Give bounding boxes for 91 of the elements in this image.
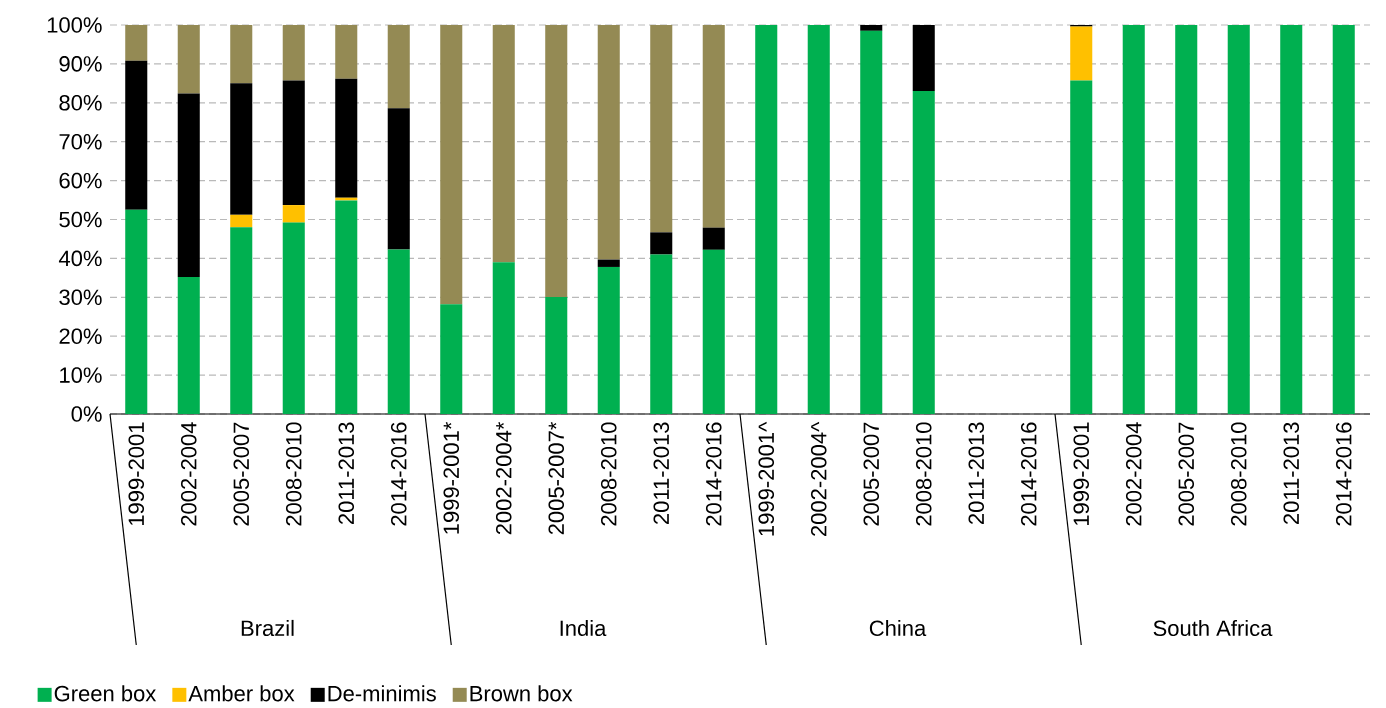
bar <box>1122 24 1145 414</box>
bar <box>1070 26 1093 81</box>
x-tick-label: 2002-2004* <box>495 421 512 535</box>
y-tick-label: 0% <box>71 406 102 422</box>
y-tick-label: 30% <box>59 289 102 306</box>
x-tick-label: 2008-2010 <box>915 422 932 526</box>
bar <box>282 24 305 81</box>
x-tick-label: 2014-2016 <box>1020 422 1037 526</box>
y-tick-label: 50% <box>59 211 102 228</box>
bar <box>282 80 305 206</box>
bar <box>860 24 883 31</box>
legend-label: Green box <box>54 685 157 702</box>
legend-label: Brown box <box>470 685 573 702</box>
y-tick-label: 10% <box>60 367 102 383</box>
bar <box>125 60 148 210</box>
text: Brazil <box>241 619 294 637</box>
bar <box>1070 80 1093 414</box>
bar <box>912 91 935 414</box>
x-tick-label: 2002-2004 <box>1125 422 1142 526</box>
x-tick-label: 1999-2001^ <box>758 421 775 536</box>
bar <box>597 259 620 267</box>
y-tick-label: 40% <box>58 250 102 267</box>
bar <box>650 24 673 233</box>
bar <box>650 232 673 255</box>
bar <box>230 227 253 414</box>
bar <box>545 24 568 297</box>
x-tick-label: 2002-2004 <box>180 422 197 526</box>
text: South Africa <box>1153 619 1273 637</box>
bar <box>387 108 410 250</box>
x-tick-label: 2008-2010 <box>1230 422 1247 526</box>
bar <box>230 24 253 84</box>
x-tick-label: 2011-2013 <box>338 422 355 524</box>
x-tick-label: 1999-2001* <box>443 421 460 534</box>
x-tick-label: 2005-2007 <box>1178 422 1195 526</box>
x-tick-label: 2014-2016 <box>705 422 722 526</box>
bar <box>1227 24 1250 414</box>
bar <box>125 209 148 414</box>
bar <box>230 83 253 215</box>
x-tick-label: 2011-2013 <box>968 422 985 524</box>
bar <box>912 24 935 92</box>
x-tick-label: 2002-2004^ <box>810 421 827 536</box>
x-tick-label: 2011-2013 <box>1283 422 1300 524</box>
x-tick-label: 2005-2007 <box>863 422 880 526</box>
bar <box>492 24 515 263</box>
bar <box>702 24 725 228</box>
text: China <box>869 619 927 637</box>
bar <box>335 200 358 414</box>
y-tick-label: 100% <box>47 17 102 33</box>
bar <box>702 227 725 250</box>
bar <box>597 266 620 414</box>
bar <box>282 222 305 414</box>
bar <box>807 24 830 414</box>
bar <box>335 78 358 198</box>
bar <box>177 24 200 94</box>
bar <box>650 254 673 414</box>
y-tick-label: 20% <box>59 328 102 344</box>
bar <box>440 304 463 414</box>
bar <box>335 24 358 79</box>
x-tick-label: 2008-2010 <box>285 422 302 526</box>
y-tick-label: 70% <box>59 133 102 150</box>
x-tick-label: 2008-2010 <box>600 422 617 526</box>
x-tick-label: 2014-2016 <box>390 422 407 526</box>
bar <box>597 24 620 260</box>
x-tick-label: 1999-2001 <box>1073 422 1090 526</box>
bar <box>1332 24 1355 414</box>
text: India <box>560 619 607 637</box>
bar <box>1175 24 1198 414</box>
bar <box>177 277 200 414</box>
bar <box>177 93 200 278</box>
bar <box>440 24 463 305</box>
x-tick-label: 2014-2016 <box>1335 422 1352 526</box>
y-tick-label: 90% <box>59 56 102 72</box>
bar <box>125 24 148 61</box>
y-tick-label: 60% <box>59 172 102 189</box>
bar <box>1280 24 1303 414</box>
bar <box>230 214 253 228</box>
legend-label: Amber box <box>188 685 295 702</box>
x-tick-label: 2005-2007* <box>548 421 565 535</box>
bar <box>860 30 883 414</box>
x-tick-label: 1999-2001 <box>128 422 145 526</box>
bar <box>755 24 778 414</box>
bar <box>387 249 410 414</box>
bar <box>702 249 725 414</box>
x-tick-label: 2005-2007 <box>233 422 250 526</box>
bar <box>492 262 515 414</box>
bar <box>282 205 305 223</box>
x-tick-label: 2011-2013 <box>653 422 670 524</box>
legend-label: De-minimis <box>328 685 436 702</box>
bar <box>545 296 568 414</box>
bar <box>387 24 410 109</box>
y-tick-label: 80% <box>59 94 102 111</box>
